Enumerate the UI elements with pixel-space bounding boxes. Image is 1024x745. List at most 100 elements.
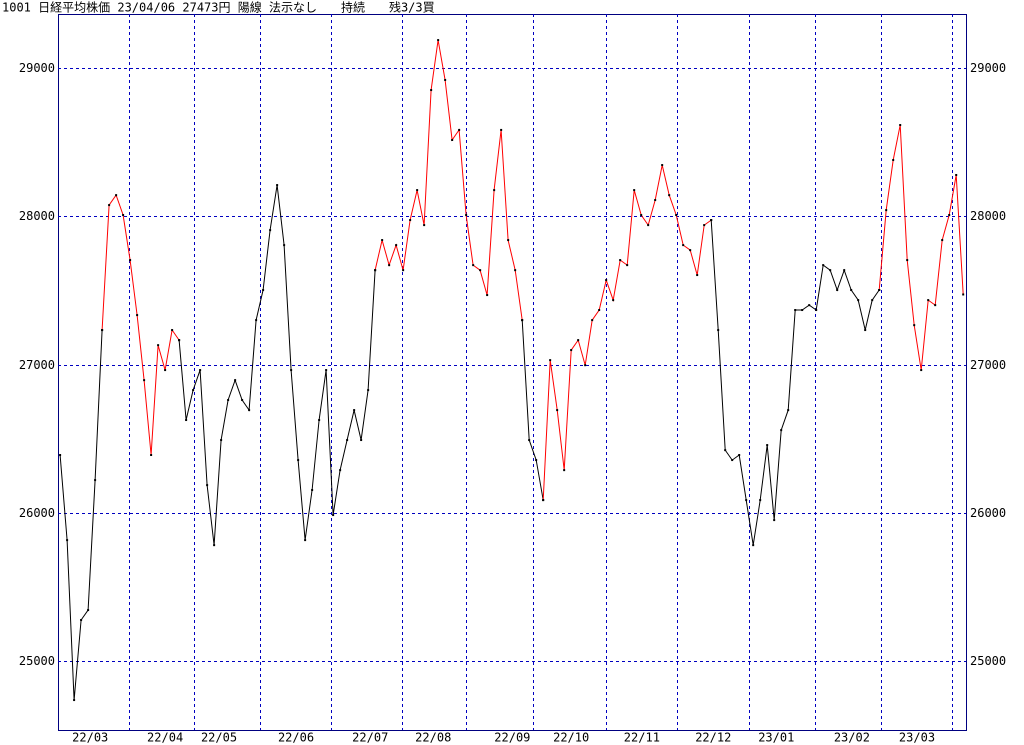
price-point [241,399,244,402]
price-point [563,469,566,472]
price-point [325,369,328,372]
price-point [843,269,846,272]
price-point [675,214,678,217]
price-point [437,39,440,42]
price-point [885,209,888,212]
x-tick-label: 22/11 [624,731,660,745]
price-point [381,239,384,242]
y-tick-label-right: 28000 [970,209,1006,223]
chart-title: 1001 日経平均株価 23/04/06 27473円 陽線 法示なし 持続 残… [2,0,435,15]
price-line [59,185,880,701]
price-point [451,139,454,142]
price-point [661,164,664,167]
price-point [346,439,349,442]
price-point [108,204,111,207]
price-point [549,359,552,362]
price-point [395,244,398,247]
price-point [920,369,923,372]
price-point [374,269,377,272]
price-point [710,219,713,222]
x-tick-label: 22/05 [201,731,237,745]
price-point [73,699,76,702]
price-point [633,189,636,192]
price-point [584,364,587,367]
price-point [367,389,370,392]
price-point [276,184,279,187]
price-point [115,194,118,197]
price-point [521,319,524,322]
price-point [752,544,755,547]
price-point [171,329,174,332]
price-point [570,349,573,352]
price-point [906,259,909,262]
x-tick-label: 22/07 [352,731,388,745]
price-point [444,78,447,81]
price-point [409,219,412,222]
price-point [703,224,706,227]
price-point [318,419,321,422]
price-point [402,269,405,272]
price-point [430,89,433,92]
price-point [507,239,510,242]
price-point [465,214,468,217]
price-point [766,444,769,447]
x-tick-label: 23/01 [758,731,794,745]
x-tick-label: 22/12 [695,731,731,745]
price-point [556,409,559,412]
price-point [542,499,545,502]
x-tick-label: 22/06 [278,731,314,745]
price-point [66,539,69,542]
price-point [514,269,517,272]
price-point [955,173,958,176]
price-point [388,264,391,267]
price-point [339,469,342,472]
price-point [136,314,139,317]
price-point [332,514,335,517]
price-point [150,454,153,457]
x-tick-label: 23/03 [899,731,935,745]
price-point [682,244,685,247]
price-point [227,399,230,402]
y-tick-label: 25000 [19,654,55,668]
price-point [696,274,699,277]
y-tick-label-right: 27000 [970,358,1006,372]
x-tick-label: 22/09 [494,731,530,745]
y-tick-label-right: 29000 [970,61,1006,75]
price-line [101,40,964,501]
price-point [129,259,132,262]
price-point [822,264,825,267]
price-point [878,289,881,292]
price-point [164,369,167,372]
price-point [948,214,951,217]
price-point [290,369,293,372]
price-point [626,264,629,267]
price-point [577,339,580,342]
y-tick-label-right: 25000 [970,654,1006,668]
price-point [213,544,216,547]
price-point [864,329,867,332]
price-point [423,224,426,227]
x-tick-label: 22/10 [553,731,589,745]
price-point [605,279,608,282]
x-tick-label: 22/08 [415,731,451,745]
price-point [528,439,531,442]
price-point [689,249,692,252]
price-point [297,459,300,462]
price-point [234,379,237,382]
price-point [794,309,797,312]
price-point [759,499,762,502]
x-tick-label: 23/02 [834,731,870,745]
price-point [612,299,615,302]
price-point [591,319,594,322]
price-point [458,128,461,131]
price-point [668,194,671,197]
price-point [206,484,209,487]
price-point [871,299,874,302]
plot-frame [58,14,967,731]
price-point [773,519,776,522]
price-point [640,214,643,217]
price-point [87,609,90,612]
price-point [941,239,944,242]
price-point [927,299,930,302]
